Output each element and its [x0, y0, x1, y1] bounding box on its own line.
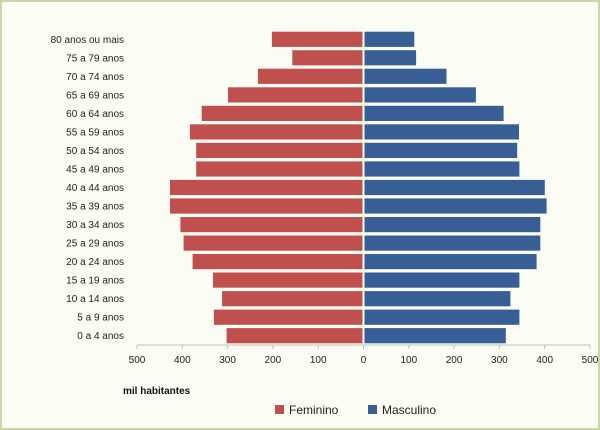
bar-feminino [213, 272, 363, 288]
x-axis-unit-label: mil habitantes [123, 386, 191, 397]
masculino-bars [364, 31, 547, 344]
tick-label: 300 [219, 355, 236, 366]
bar-feminino [196, 142, 363, 158]
tick-label: 200 [265, 355, 282, 366]
bar-feminino [192, 254, 363, 270]
bar-feminino [201, 105, 363, 121]
bar-feminino [228, 87, 363, 103]
category-label: 25 a 29 anos [66, 239, 124, 250]
bar-feminino [213, 309, 363, 325]
age-group-labels: 0 a 4 anos 5 a 9 anos 10 a 14 anos 15 a 19 … [51, 35, 124, 342]
category-label: 0 a 4 anos [77, 331, 124, 342]
category-label: 75 a 79 anos [66, 53, 124, 64]
tick-label: 400 [536, 355, 553, 366]
legend-swatch-feminino [275, 405, 284, 414]
bar-masculino [364, 50, 417, 66]
feminino-bars [170, 31, 363, 344]
bar-masculino [364, 161, 520, 177]
tick-label: 400 [174, 355, 191, 366]
category-label: 45 a 49 anos [66, 165, 124, 176]
bar-feminino [271, 31, 363, 47]
x-axis-ticks: 500 400 300 200 100 0 100 200 300 400 500 [129, 345, 599, 366]
legend-label-feminino: Feminino [289, 403, 339, 417]
bar-masculino [364, 87, 476, 103]
bar-masculino [364, 105, 504, 121]
category-label: 40 a 44 anos [66, 183, 124, 194]
category-label: 65 a 69 anos [66, 90, 124, 101]
tick-label: 300 [491, 355, 508, 366]
bar-masculino [364, 254, 537, 270]
bar-feminino [222, 291, 363, 307]
bar-masculino [364, 291, 511, 307]
category-label: 80 anos ou mais [51, 35, 124, 46]
bar-masculino [364, 198, 547, 214]
category-label: 5 a 9 anos [77, 313, 124, 324]
category-label: 30 a 34 anos [66, 220, 124, 231]
legend-label-masculino: Masculino [382, 403, 436, 417]
bar-feminino [226, 328, 363, 344]
bar-masculino [364, 179, 545, 196]
category-label: 55 a 59 anos [66, 127, 124, 138]
bar-feminino [180, 217, 363, 233]
legend-swatch-masculino [368, 405, 377, 414]
category-label: 70 a 74 anos [66, 72, 124, 83]
tick-label: 0 [361, 355, 367, 366]
bar-masculino [364, 328, 506, 344]
category-label: 60 a 64 anos [66, 109, 124, 120]
bar-masculino [364, 272, 520, 288]
tick-label: 100 [310, 355, 327, 366]
bar-masculino [364, 142, 518, 158]
bar-feminino [183, 235, 363, 251]
bar-feminino [257, 68, 363, 84]
tick-label: 100 [400, 355, 417, 366]
tick-label: 200 [446, 355, 463, 366]
category-label: 10 a 14 anos [66, 294, 124, 305]
bar-masculino [364, 217, 541, 233]
bar-masculino [364, 124, 519, 140]
bar-masculino [364, 235, 541, 251]
bar-feminino [170, 198, 363, 214]
bar-masculino [364, 68, 447, 84]
legend: Feminino Masculino [275, 403, 436, 417]
tick-label: 500 [129, 355, 146, 366]
category-label: 35 a 39 anos [66, 202, 124, 213]
bar-feminino [189, 124, 363, 140]
bar-feminino [196, 161, 363, 177]
bar-masculino [364, 309, 520, 325]
tick-label: 500 [582, 355, 599, 366]
category-label: 15 a 19 anos [66, 276, 124, 287]
bar-masculino [364, 31, 415, 47]
category-label: 50 a 54 anos [66, 146, 124, 157]
category-label: 20 a 24 anos [66, 257, 124, 268]
bar-feminino [170, 179, 363, 196]
bar-feminino [292, 50, 363, 66]
